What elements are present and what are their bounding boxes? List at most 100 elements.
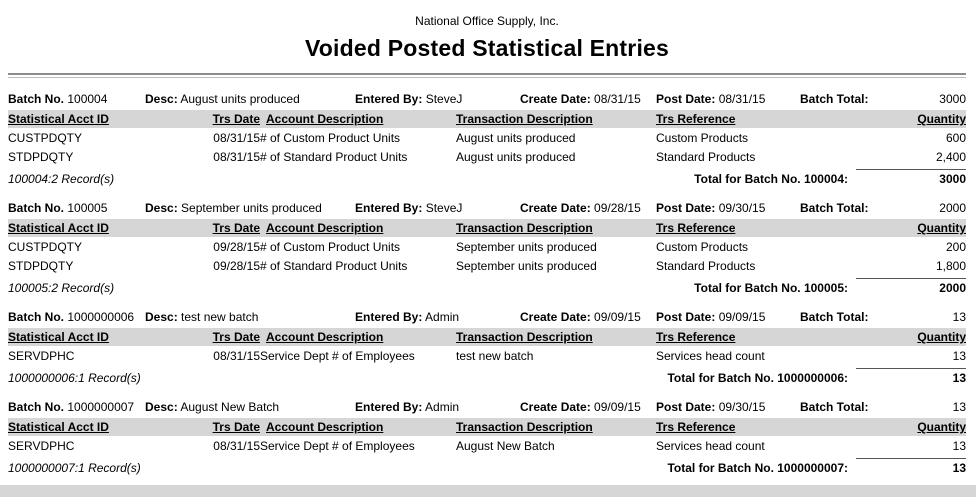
desc-value: August units produced [180, 92, 300, 106]
entered-by-field: Entered By: SteveJ [355, 201, 520, 215]
quantity-cell: 13 [952, 439, 966, 453]
column-header-trs-date: Trs Date [212, 221, 260, 235]
desc-field: Desc: August units produced [145, 92, 355, 106]
batch-total-label: Batch Total: [800, 92, 869, 106]
account-desc-cell: Service Dept # of Employees [260, 349, 415, 363]
column-header-acct-id: Statistical Acct ID [8, 420, 109, 434]
header-rule-thick [8, 73, 966, 75]
post-date-field: Post Date: 09/30/15 [656, 400, 800, 414]
account-desc-cell: Service Dept # of Employees [260, 439, 415, 453]
column-header-acct-id: Statistical Acct ID [8, 330, 109, 344]
create-date-value: 09/28/15 [594, 201, 641, 215]
trans-desc-cell: September units produced [456, 259, 597, 273]
batch-total-label: Batch Total: [800, 310, 869, 324]
company-name: National Office Supply, Inc. [415, 14, 559, 28]
records-count: 100005:2 Record(s) [8, 281, 115, 295]
desc-label: Desc: [145, 201, 178, 215]
trs-ref-cell: Custom Products [656, 240, 749, 254]
batch-section: Batch No. 100005 Desc: September units p… [8, 199, 966, 297]
batch-total-field: Batch Total: 13 [800, 400, 966, 414]
trs-date-cell: 08/31/15 [213, 439, 260, 453]
post-date-label: Post Date: [656, 400, 716, 414]
trans-desc-cell: September units produced [456, 240, 597, 254]
column-header-row: Statistical Acct ID Trs Date Account Des… [8, 110, 966, 128]
post-date-value: 09/30/15 [718, 400, 766, 414]
trans-desc-cell: August New Batch [456, 439, 555, 453]
batch-info-row: Batch No. 100005 Desc: September units p… [8, 199, 966, 219]
batch-total-field: Batch Total: 13 [800, 310, 966, 324]
batch-section: Batch No. 1000000006 Desc: test new batc… [8, 308, 966, 387]
batch-no-value: 100004 [67, 92, 108, 106]
column-header-trs-date: Trs Date [212, 330, 260, 344]
batch-total-label: Batch Total: [800, 400, 869, 414]
batch-total-field: Batch Total: 2000 [800, 201, 966, 215]
column-header-trs-date: Trs Date [212, 112, 260, 126]
post-date-field: Post Date: 09/09/15 [656, 310, 800, 324]
acct-id-cell: STDPDQTY [8, 150, 74, 164]
table-row: STDPDQTY 08/31/15 # of Standard Product … [8, 147, 966, 166]
quantity-cell: 600 [945, 131, 966, 145]
batch-total-caption: Total for Batch No. 100005: [694, 281, 848, 295]
acct-id-cell: CUSTPDQTY [8, 240, 83, 254]
batch-no-label: Batch No. [8, 310, 65, 324]
desc-label: Desc: [145, 92, 178, 106]
trs-date-cell: 08/31/15 [213, 131, 260, 145]
trs-ref-cell: Standard Products [656, 259, 756, 273]
desc-label: Desc: [145, 310, 178, 324]
desc-field: Desc: August New Batch [145, 400, 355, 414]
batch-total-quantity: 13 [856, 368, 966, 385]
batch-total-quantity: 3000 [856, 169, 966, 186]
table-row: SERVDPHC 08/31/15 Service Dept # of Empl… [8, 436, 966, 455]
column-header-account-desc: Account Description [266, 221, 384, 235]
entered-by-label: Entered By: [355, 400, 423, 414]
column-header-trs-ref: Trs Reference [656, 221, 736, 235]
records-count: 100004:2 Record(s) [8, 172, 115, 186]
trs-ref-cell: Services head count [656, 439, 765, 453]
quantity-cell: 1,800 [935, 259, 966, 273]
trs-date-cell: 09/28/15 [213, 240, 260, 254]
post-date-value: 09/30/15 [718, 201, 766, 215]
post-date-label: Post Date: [656, 310, 716, 324]
create-date-field: Create Date: 08/31/15 [520, 92, 656, 106]
create-date-field: Create Date: 09/28/15 [520, 201, 656, 215]
partial-next-section-bar [0, 485, 976, 497]
create-date-field: Create Date: 09/09/15 [520, 310, 656, 324]
trs-ref-cell: Services head count [656, 349, 765, 363]
column-header-account-desc: Account Description [266, 112, 384, 126]
entered-by-field: Entered By: SteveJ [355, 92, 520, 106]
batch-no-label: Batch No. [8, 201, 65, 215]
batch-total-value: 2000 [939, 201, 966, 215]
acct-id-cell: SERVDPHC [8, 439, 75, 453]
entered-by-value: Admin [425, 310, 460, 324]
account-desc-cell: # of Custom Product Units [260, 131, 401, 145]
acct-id-cell: STDPDQTY [8, 259, 74, 273]
column-header-quantity: Quantity [917, 221, 966, 235]
post-date-field: Post Date: 08/31/15 [656, 92, 800, 106]
batch-info-row: Batch No. 100004 Desc: August units prod… [8, 90, 966, 110]
batch-no-label: Batch No. [8, 400, 65, 414]
batch-no-field: Batch No. 1000000007 [8, 400, 145, 414]
trans-desc-cell: test new batch [456, 349, 534, 363]
trs-date-cell: 08/31/15 [213, 150, 260, 164]
batch-total-field: Batch Total: 3000 [800, 92, 966, 106]
account-desc-cell: # of Standard Product Units [260, 259, 408, 273]
entered-by-field: Entered By: Admin [355, 400, 520, 414]
trans-desc-cell: August units produced [456, 131, 576, 145]
desc-value: August New Batch [180, 400, 280, 414]
batch-footer-row: 100005:2 Record(s) Total for Batch No. 1… [8, 275, 966, 297]
account-desc-cell: # of Custom Product Units [260, 240, 401, 254]
batch-total-quantity: 13 [856, 458, 966, 475]
column-header-quantity: Quantity [917, 330, 966, 344]
trs-date-cell: 08/31/15 [213, 349, 260, 363]
batch-info-row: Batch No. 1000000006 Desc: test new batc… [8, 308, 966, 328]
report-title: Voided Posted Statistical Entries [304, 35, 670, 61]
column-header-account-desc: Account Description [266, 330, 384, 344]
entered-by-value: SteveJ [425, 201, 463, 215]
create-date-label: Create Date: [520, 310, 591, 324]
batch-footer-row: 1000000007:1 Record(s) Total for Batch N… [8, 455, 966, 477]
records-count: 1000000006:1 Record(s) [8, 371, 141, 385]
create-date-value: 09/09/15 [594, 400, 641, 414]
column-header-trs-ref: Trs Reference [656, 112, 736, 126]
entered-by-value: SteveJ [425, 92, 463, 106]
